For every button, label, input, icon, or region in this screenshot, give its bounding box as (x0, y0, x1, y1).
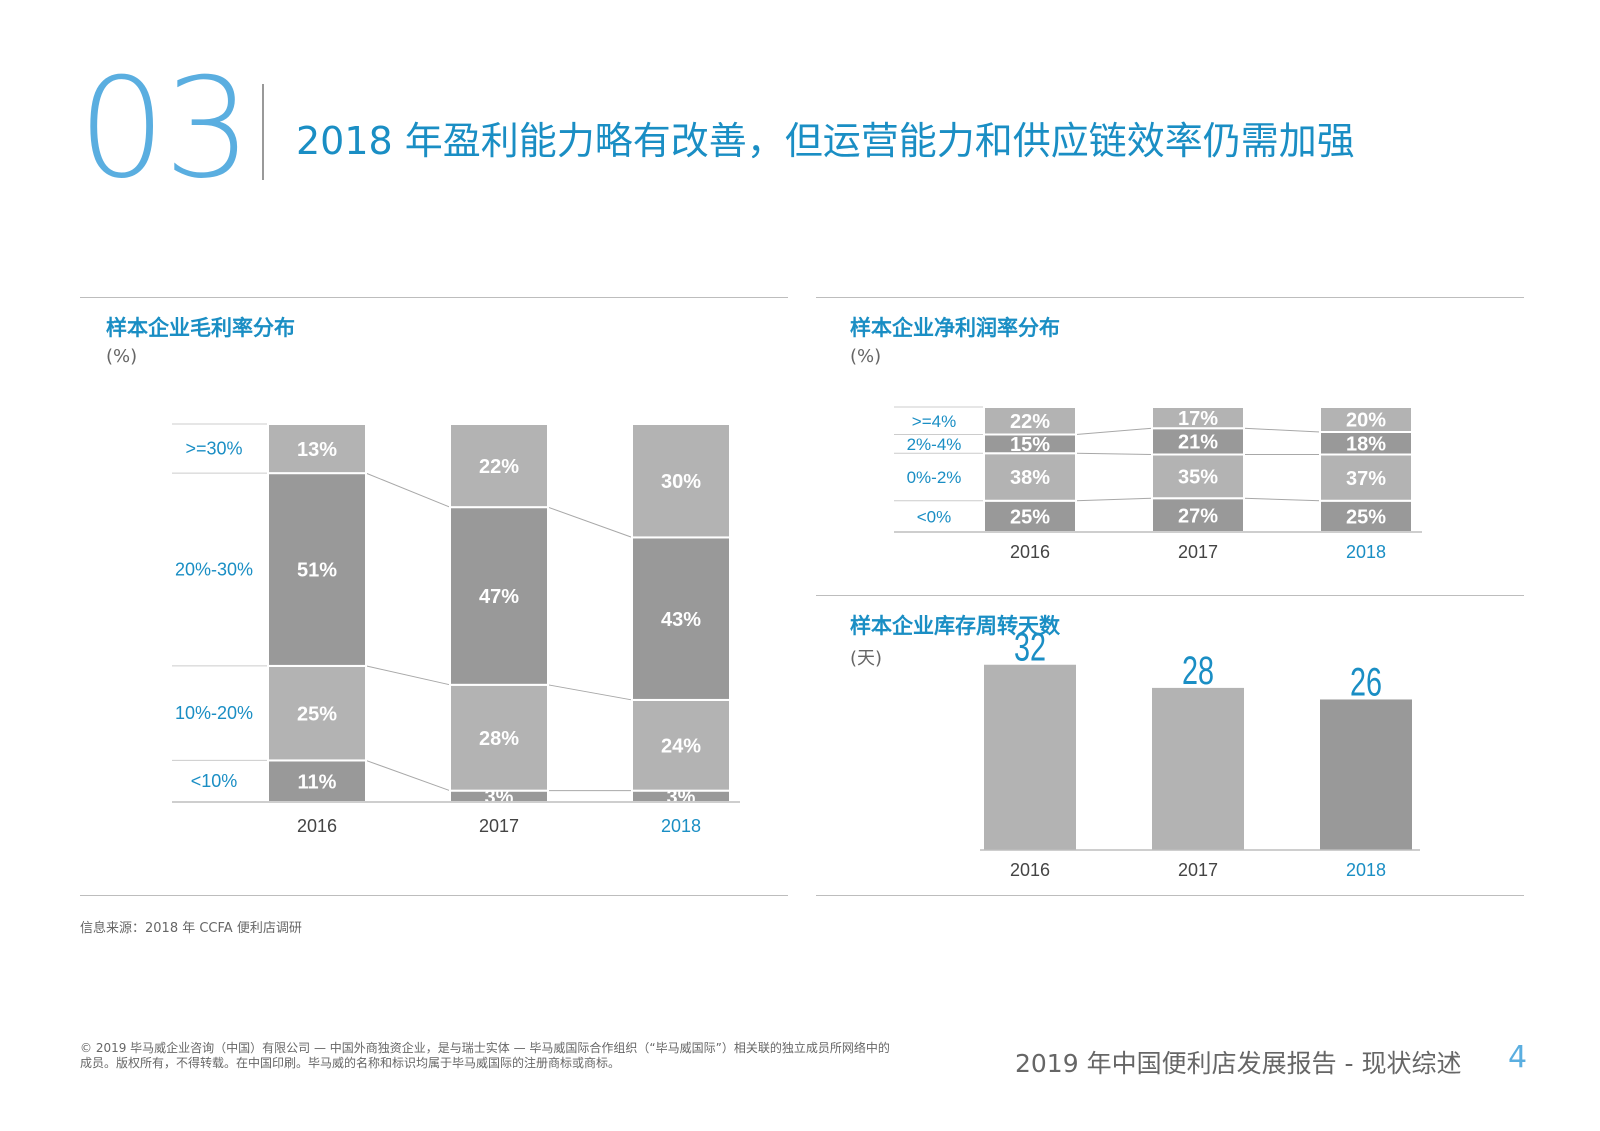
inventory-bar (984, 664, 1076, 850)
gross-bar-segment (267, 759, 367, 803)
net-data-label: 35% (1178, 467, 1218, 489)
net-legend-label: <0% (917, 507, 952, 526)
gross-data-label: 43% (661, 609, 701, 631)
net-data-label: 27% (1178, 505, 1218, 527)
gross-legend-label: <10% (191, 771, 238, 791)
inventory-x-tick-label: 2018 (1346, 860, 1386, 880)
page-number: 4 (1508, 1040, 1528, 1075)
gross-connector-line (365, 665, 451, 686)
gross-bar-segment (449, 506, 549, 686)
net-data-label: 20% (1346, 410, 1386, 432)
chart-unit-net-margin: (%) (850, 346, 882, 367)
chart-unit-inventory-days: (天) (850, 648, 883, 669)
net-bar-segment (983, 406, 1077, 436)
net-data-label: 22% (1010, 411, 1050, 433)
gross-legend-label: 10%-20% (175, 703, 253, 723)
gross-bar-segment (631, 698, 731, 792)
gross-data-label: 3% (485, 787, 514, 809)
right-middle-rule (816, 595, 1524, 596)
net-x-tick-label: 2017 (1178, 542, 1218, 562)
gross-bar-segment (631, 536, 731, 701)
inventory-bar (1152, 687, 1244, 850)
net-data-label: 21% (1178, 432, 1218, 454)
chart-title-gross-margin: 样本企业毛利率分布 (106, 316, 295, 340)
chart-unit-gross-margin: (%) (106, 346, 138, 367)
gross-bar-segment (267, 423, 367, 475)
inventory-data-label: 28 (1182, 648, 1214, 693)
right-top-rule (816, 297, 1524, 298)
copyright-text: © 2019 毕马威企业咨询（中国）有限公司 — 中国外商独资企业，是与瑞士实体… (80, 1041, 890, 1070)
net-bar-segment (1151, 406, 1245, 430)
gross-data-label: 30% (661, 471, 701, 493)
net-connector-line (1243, 427, 1321, 433)
gross-data-label: 3% (667, 787, 696, 809)
gross-bar-segment (267, 664, 367, 762)
gross-bar-segment (267, 472, 367, 667)
net-connector-line (1075, 427, 1153, 435)
gross-data-label: 13% (297, 439, 337, 461)
gross-connector-line (547, 684, 633, 701)
net-legend-label: 2%-4% (907, 435, 962, 454)
inventory-x-tick-label: 2016 (1010, 860, 1050, 880)
net-x-tick-label: 2016 (1010, 542, 1050, 562)
chart-title-net-margin: 样本企业净利润率分布 (850, 316, 1060, 340)
gross-data-label: 24% (661, 736, 701, 758)
gross-x-tick-label: 2016 (297, 816, 337, 836)
section-number: 03 (78, 48, 252, 209)
gross-data-label: 47% (479, 586, 519, 608)
gross-legend-label: >=30% (185, 439, 242, 459)
net-data-label: 18% (1346, 433, 1386, 455)
page-title: 2018 年盈利能力略有改善，但运营能力和供应链效率仍需加强 (296, 119, 1355, 163)
left-bottom-rule (80, 895, 788, 896)
net-data-label: 38% (1010, 467, 1050, 489)
gross-connector-line (365, 759, 451, 792)
net-data-label: 25% (1010, 507, 1050, 529)
chart-title-inventory-days: 样本企业库存周转天数 (850, 614, 1060, 638)
gross-data-label: 22% (479, 456, 519, 478)
inventory-bar (1320, 699, 1412, 850)
net-data-label: 17% (1178, 408, 1218, 430)
right-bottom-rule (816, 895, 1524, 896)
gross-data-label: 25% (297, 703, 337, 725)
net-legend-label: >=4% (912, 412, 956, 431)
net-data-label: 15% (1010, 434, 1050, 456)
report-name: 2019 年中国便利店发展报告 - 现状综述 (1015, 1049, 1462, 1078)
inventory-data-label: 26 (1350, 660, 1382, 705)
gross-connector-line (547, 506, 633, 538)
gross-connector-line (365, 472, 451, 508)
net-data-label: 25% (1346, 507, 1386, 529)
net-x-tick-label: 2018 (1346, 542, 1386, 562)
net-bar-segment (1319, 453, 1413, 502)
inventory-x-tick-label: 2017 (1178, 860, 1218, 880)
net-bar-segment (1319, 406, 1413, 433)
net-data-label: 37% (1346, 468, 1386, 490)
gross-x-tick-label: 2018 (661, 816, 701, 836)
gross-bar-segment (449, 423, 549, 509)
left-top-rule (80, 297, 788, 298)
net-bar-segment (983, 452, 1077, 502)
gross-data-label: 28% (479, 728, 519, 750)
net-bar-segment (983, 499, 1077, 533)
net-legend-label: 0%-2% (907, 468, 962, 487)
gross-x-tick-label: 2017 (479, 816, 519, 836)
gross-data-label: 51% (297, 560, 337, 582)
gross-bar-segment (631, 423, 731, 539)
gross-legend-label: 20%-30% (175, 560, 253, 580)
title-divider (262, 84, 264, 180)
gross-data-label: 11% (298, 771, 337, 793)
source-note: 信息来源：2018 年 CCFA 便利店调研 (80, 921, 302, 936)
inventory-data-label: 32 (1014, 625, 1046, 670)
net-connector-line (1075, 497, 1153, 502)
net-bar-segment (1151, 453, 1245, 500)
net-connector-line (1243, 497, 1321, 502)
net-connector-line (1075, 452, 1153, 455)
